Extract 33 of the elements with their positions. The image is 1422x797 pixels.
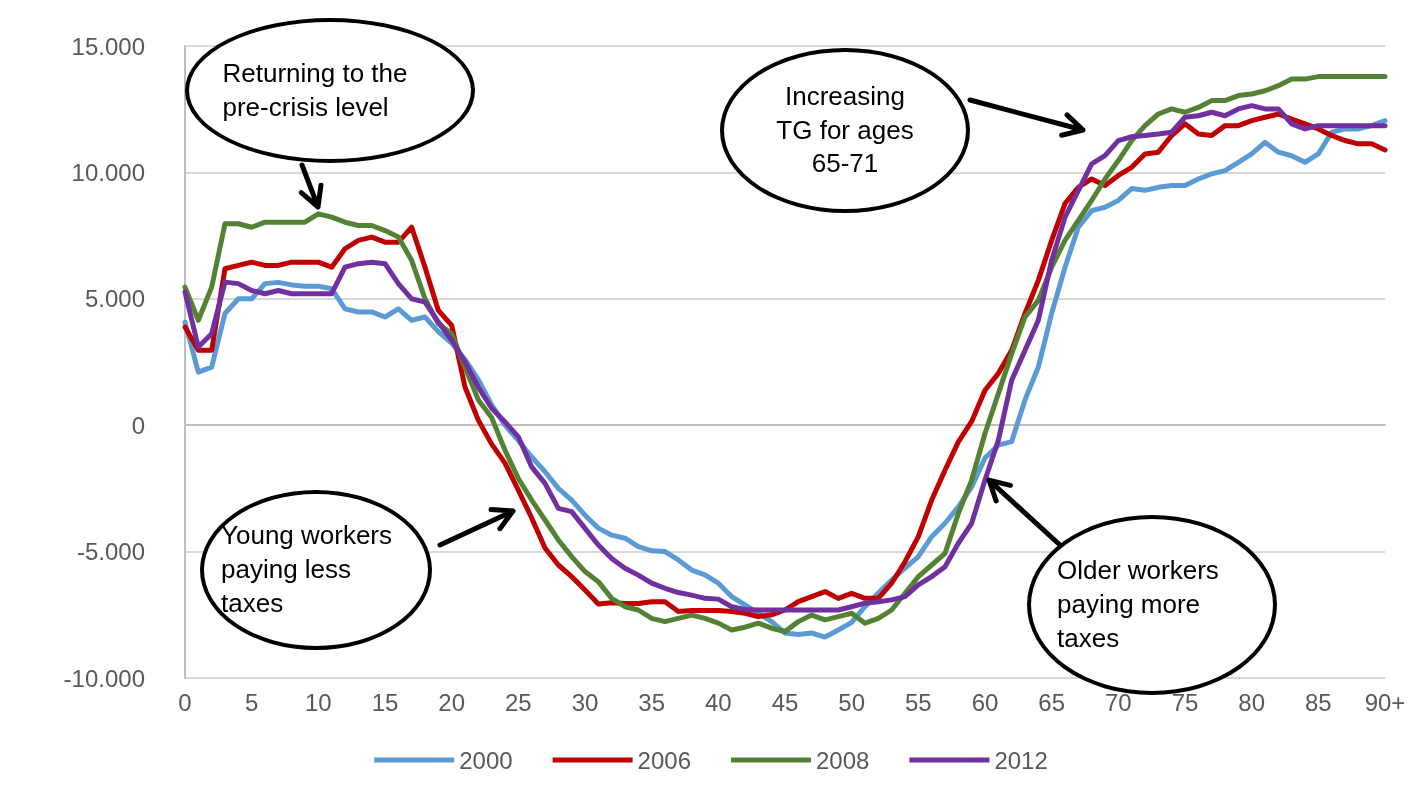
legend-label: 2000	[459, 746, 513, 774]
x-tick-label: 20	[438, 688, 466, 716]
callout-ellipse: Young workers paying less taxes	[200, 490, 432, 650]
x-tick-label: 25	[504, 688, 532, 716]
x-tick-label: 35	[638, 688, 666, 716]
x-tick-label: 40	[704, 688, 732, 716]
y-tick-label: -10.000	[63, 664, 145, 692]
callout-ellipse: Older workers paying more taxes	[1027, 515, 1277, 695]
annotation: Young workers paying less taxes	[221, 519, 394, 620]
x-tick-label: 90+	[1364, 688, 1406, 716]
annotation: Increasing TG for ages 65-71	[775, 79, 915, 181]
x-tick-label: 60	[971, 688, 999, 716]
x-tick-label: 10	[304, 688, 332, 716]
x-tick-label: 50	[838, 688, 866, 716]
x-tick-label: 0	[178, 688, 192, 716]
x-tick-label: 55	[904, 688, 932, 716]
y-tick-label: 15.000	[71, 32, 145, 60]
legend-label: 2006	[637, 746, 691, 774]
legend-label: 2008	[816, 746, 870, 774]
y-tick-label: -5.000	[76, 538, 145, 566]
x-tick-label: 85	[1304, 688, 1332, 716]
annotation: Older workers paying more taxes	[1057, 554, 1220, 655]
y-tick-label: 10.000	[71, 158, 145, 186]
x-tick-label: 45	[771, 688, 799, 716]
x-tick-label: 5	[244, 688, 259, 716]
x-tick-label: 30	[571, 688, 599, 716]
annotation: Returning to the pre-crisis level	[222, 56, 409, 124]
legend-label: 2012	[994, 746, 1048, 774]
y-tick-label: 0	[131, 411, 145, 439]
y-tick-label: 5.000	[84, 285, 145, 313]
x-tick-label: 15	[371, 688, 399, 716]
callout-ellipse: Returning to the pre-crisis level	[185, 18, 475, 163]
callout-ellipse: Increasing TG for ages 65-71	[720, 48, 970, 213]
